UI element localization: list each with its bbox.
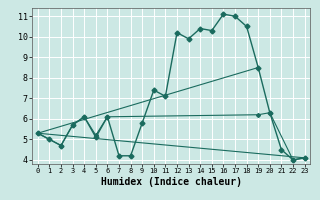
X-axis label: Humidex (Indice chaleur): Humidex (Indice chaleur) xyxy=(101,177,242,187)
